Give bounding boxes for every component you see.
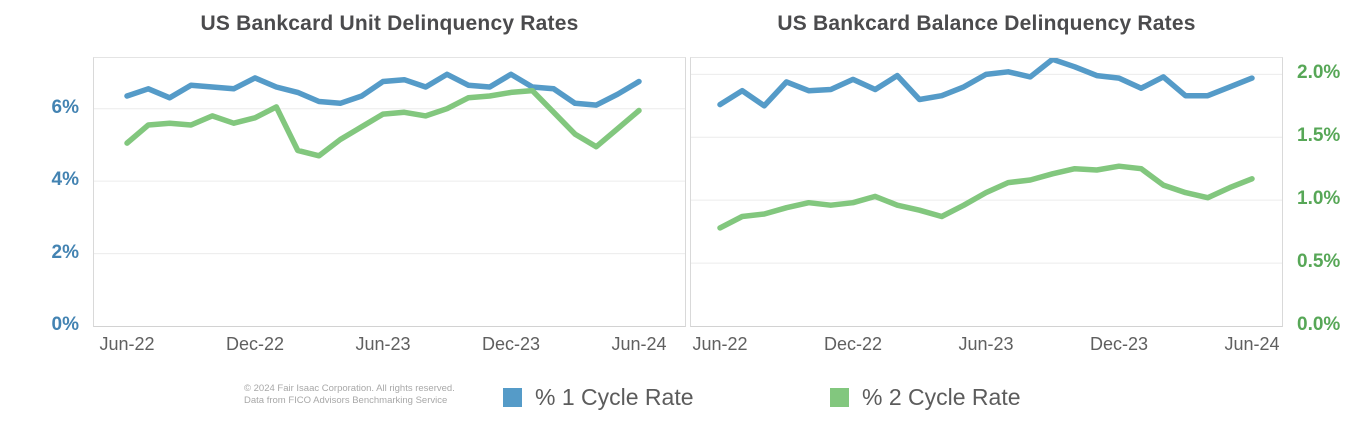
chart-title-unit: US Bankcard Unit Delinquency Rates bbox=[200, 12, 579, 35]
y-axis-right: 0.0% 0.5% 1.0% 1.5% 2.0% bbox=[1288, 57, 1368, 335]
chart-pane-balance-delinquency: US Bankcard Balance Delinquency Rates 0.… bbox=[686, 0, 1368, 370]
x-tick-label: Jun-22 bbox=[99, 334, 155, 354]
line-chart-svg bbox=[691, 58, 1282, 264]
legend-item-1-cycle[interactable]: % 1 Cycle Rate bbox=[503, 383, 694, 410]
chart-body-balance: 0.0% 0.5% 1.0% 1.5% 2.0% bbox=[686, 57, 1368, 335]
legend-item-2-cycle[interactable]: % 2 Cycle Rate bbox=[830, 383, 1021, 410]
x-tick-label: Dec-23 bbox=[1089, 334, 1149, 354]
chart-body-unit: 0% 2% 4% 6% bbox=[0, 57, 686, 335]
plot-area-balance[interactable] bbox=[690, 57, 1283, 327]
chart-title-balance: US Bankcard Balance Delinquency Rates bbox=[777, 12, 1196, 35]
y-tick-label: 2.0% bbox=[1297, 62, 1341, 84]
x-tick-label: Jun-23 bbox=[355, 334, 411, 354]
chart-pane-unit-delinquency: US Bankcard Unit Delinquency Rates 0% 2% 4… bbox=[0, 0, 686, 370]
y-tick-label: 6% bbox=[51, 96, 79, 118]
y-tick-label: 2% bbox=[51, 241, 79, 263]
legend-swatch-2-cycle bbox=[830, 387, 849, 407]
legend-label-2-cycle: % 2 Cycle Rate bbox=[862, 383, 1021, 410]
x-axis-balance: Jun-22 Dec-22 Jun-23 Dec-23 Jun-24 bbox=[690, 327, 1283, 361]
copyright-note: © 2024 Fair Isaac Corporation. All right… bbox=[244, 383, 455, 406]
x-tick-label: Jun-22 bbox=[692, 334, 748, 354]
legend-label-1-cycle: % 1 Cycle Rate bbox=[535, 383, 694, 410]
series-line--2-cycle-rate[interactable] bbox=[124, 87, 642, 159]
x-tick-label: Jun-24 bbox=[1224, 334, 1280, 354]
y-tick-label: 1.5% bbox=[1297, 125, 1341, 147]
x-axis-unit: Jun-22 Dec-22 Jun-23 Dec-23 Jun-24 bbox=[93, 327, 686, 361]
y-tick-label: 0% bbox=[51, 314, 79, 335]
legend-swatch-1-cycle bbox=[503, 387, 522, 407]
footer-row: © 2024 Fair Isaac Corporation. All right… bbox=[0, 378, 1368, 427]
y-axis-left: 0% 2% 4% 6% bbox=[0, 57, 88, 335]
copyright-line-2: Data from FICO Advisors Benchmarking Ser… bbox=[244, 394, 448, 406]
x-tick-label: Dec-23 bbox=[481, 334, 541, 354]
line-chart-svg bbox=[94, 71, 685, 255]
series-line--2-cycle-rate[interactable] bbox=[717, 163, 1255, 231]
x-tick-label: Jun-24 bbox=[611, 334, 667, 354]
plot-area-unit[interactable] bbox=[93, 57, 686, 327]
y-tick-label: 4% bbox=[51, 169, 79, 191]
copyright-line-1: © 2024 Fair Isaac Corporation. All right… bbox=[244, 383, 455, 394]
y-tick-label: 0.5% bbox=[1297, 251, 1341, 273]
y-tick-label: 0.0% bbox=[1297, 314, 1341, 335]
y-tick-label: 1.0% bbox=[1297, 188, 1341, 210]
x-tick-label: Dec-22 bbox=[823, 334, 883, 354]
series-line--1-cycle-rate[interactable] bbox=[124, 71, 642, 108]
series-line--1-cycle-rate[interactable] bbox=[717, 58, 1255, 109]
x-tick-label: Dec-22 bbox=[225, 334, 285, 354]
x-tick-label: Jun-23 bbox=[958, 334, 1014, 354]
